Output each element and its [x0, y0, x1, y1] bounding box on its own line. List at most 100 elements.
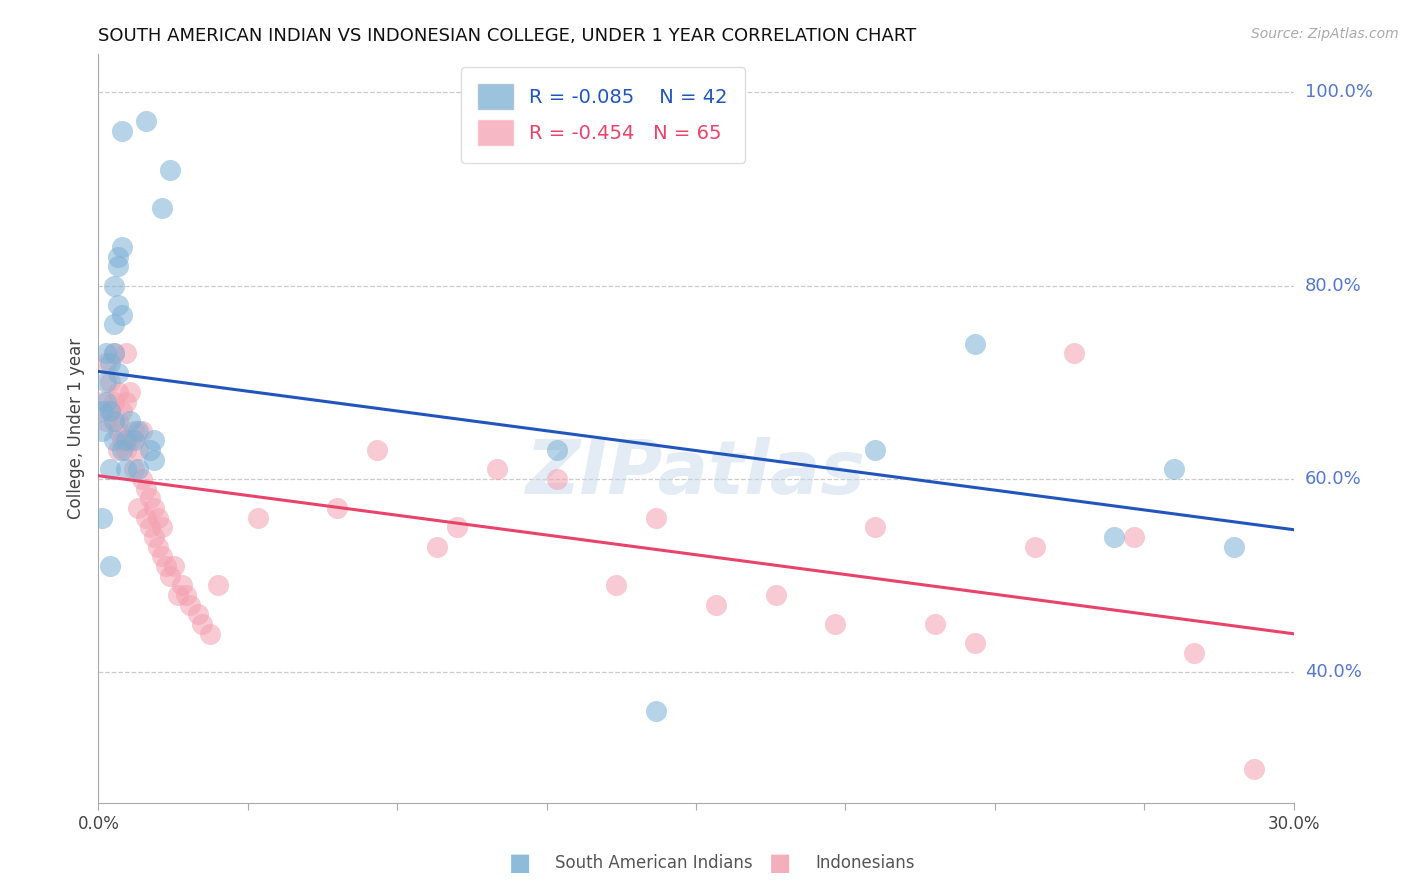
Point — [131, 424, 153, 438]
Point — [107, 424, 129, 438]
Point — [148, 540, 170, 554]
Point — [485, 462, 508, 476]
Point — [963, 636, 986, 650]
Point — [546, 472, 568, 486]
Point — [107, 384, 129, 399]
Y-axis label: College, Under 1 year: College, Under 1 year — [66, 337, 84, 519]
Point — [107, 259, 129, 273]
Point — [111, 442, 134, 457]
Point — [246, 510, 269, 524]
Point — [1102, 530, 1125, 544]
Point — [111, 404, 134, 418]
Point — [127, 424, 149, 438]
Point — [91, 394, 114, 409]
Point — [150, 520, 173, 534]
Point — [111, 434, 134, 448]
Point — [446, 520, 468, 534]
Point — [159, 568, 181, 582]
Point — [120, 414, 142, 428]
Point — [103, 414, 125, 428]
Point — [91, 510, 114, 524]
Point — [127, 500, 149, 515]
Point — [179, 598, 201, 612]
Point — [103, 346, 125, 360]
Point — [863, 520, 886, 534]
Point — [98, 404, 122, 418]
Point — [605, 578, 627, 592]
Point — [96, 376, 118, 390]
Point — [139, 491, 162, 506]
Legend: R = -0.085    N = 42, R = -0.454   N = 65: R = -0.085 N = 42, R = -0.454 N = 65 — [461, 67, 745, 162]
Point — [863, 442, 886, 457]
Point — [924, 616, 946, 631]
Point — [1024, 540, 1046, 554]
Point — [98, 356, 122, 370]
Point — [143, 452, 166, 467]
Point — [98, 462, 122, 476]
Text: 60.0%: 60.0% — [1305, 470, 1361, 488]
Point — [704, 598, 727, 612]
Point — [187, 607, 209, 622]
Point — [167, 588, 190, 602]
Point — [98, 558, 122, 573]
Point — [143, 500, 166, 515]
Point — [107, 366, 129, 380]
Point — [98, 404, 122, 418]
Text: ■: ■ — [769, 852, 792, 875]
Point — [103, 434, 125, 448]
Point — [824, 616, 846, 631]
Point — [135, 114, 157, 128]
Point — [645, 510, 668, 524]
Text: SOUTH AMERICAN INDIAN VS INDONESIAN COLLEGE, UNDER 1 YEAR CORRELATION CHART: SOUTH AMERICAN INDIAN VS INDONESIAN COLL… — [98, 27, 917, 45]
Point — [107, 414, 129, 428]
Point — [91, 424, 114, 438]
Point — [124, 434, 146, 448]
Point — [107, 298, 129, 312]
Text: 100.0%: 100.0% — [1305, 83, 1372, 101]
Point — [366, 442, 388, 457]
Point — [963, 336, 986, 351]
Point — [174, 588, 197, 602]
Point — [96, 356, 118, 370]
Point — [143, 530, 166, 544]
Point — [150, 549, 173, 564]
Point — [198, 626, 221, 640]
Text: Indonesians: Indonesians — [815, 855, 915, 872]
Point — [107, 250, 129, 264]
Point — [115, 442, 138, 457]
Point — [159, 162, 181, 177]
Point — [111, 124, 134, 138]
Point — [135, 482, 157, 496]
Point — [103, 317, 125, 331]
Point — [148, 510, 170, 524]
Point — [426, 540, 449, 554]
Text: 40.0%: 40.0% — [1305, 664, 1361, 681]
Point — [111, 240, 134, 254]
Point — [131, 472, 153, 486]
Point — [135, 510, 157, 524]
Point — [127, 442, 149, 457]
Point — [1182, 646, 1205, 660]
Point — [103, 346, 125, 360]
Point — [155, 558, 177, 573]
Point — [103, 278, 125, 293]
Point — [1222, 540, 1246, 554]
Text: ZIPatlas: ZIPatlas — [526, 436, 866, 509]
Point — [115, 346, 138, 360]
Point — [96, 346, 118, 360]
Point — [163, 558, 186, 573]
Point — [98, 376, 122, 390]
Point — [124, 424, 146, 438]
Point — [96, 394, 118, 409]
Point — [546, 442, 568, 457]
Point — [124, 462, 146, 476]
Text: South American Indians: South American Indians — [555, 855, 754, 872]
Point — [1063, 346, 1085, 360]
Point — [150, 201, 173, 215]
Point — [115, 434, 138, 448]
Point — [127, 462, 149, 476]
Text: ■: ■ — [509, 852, 531, 875]
Point — [326, 500, 349, 515]
Text: Source: ZipAtlas.com: Source: ZipAtlas.com — [1251, 27, 1399, 41]
Point — [115, 394, 138, 409]
